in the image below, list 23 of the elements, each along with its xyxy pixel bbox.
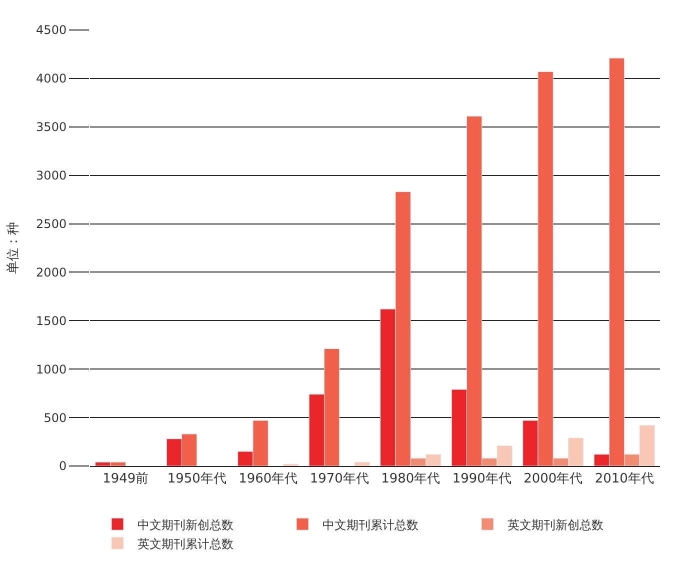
y-tick-label: 1500 (36, 314, 67, 328)
x-tick-label: 1970年代 (310, 472, 369, 487)
x-tick-label: 1980年代 (381, 472, 440, 487)
legend-label: 中文期刊新创总数 (138, 518, 234, 532)
legend-label: 英文期刊新创总数 (508, 518, 604, 532)
legend-label: 英文期刊累计总数 (138, 536, 234, 551)
y-tick-label: 500 (44, 410, 67, 425)
y-tick-label: 3000 (36, 168, 67, 183)
x-tick-label: 2010年代 (594, 472, 654, 487)
x-tick-label: 1990年代 (452, 472, 512, 487)
y-tick-label: 0 (58, 459, 67, 474)
x-tick-label: 1960年代 (238, 472, 298, 487)
x-tick-label: 1950年代 (167, 472, 226, 487)
legend-label: 中文期刊累计总数 (322, 518, 418, 532)
y-tick-label: 2500 (36, 216, 67, 231)
y-tick-label: 1000 (36, 362, 67, 376)
x-tick-label: 1949前 (102, 472, 149, 487)
y-tick-label: 2000 (36, 265, 67, 280)
y-tick-label: 4000 (36, 72, 67, 86)
x-tick-label: 2000年代 (524, 472, 583, 487)
y-axis-title: 单位：种 (6, 222, 22, 274)
y-tick-label: 3500 (36, 120, 67, 134)
y-tick-label: 4500 (36, 23, 67, 38)
